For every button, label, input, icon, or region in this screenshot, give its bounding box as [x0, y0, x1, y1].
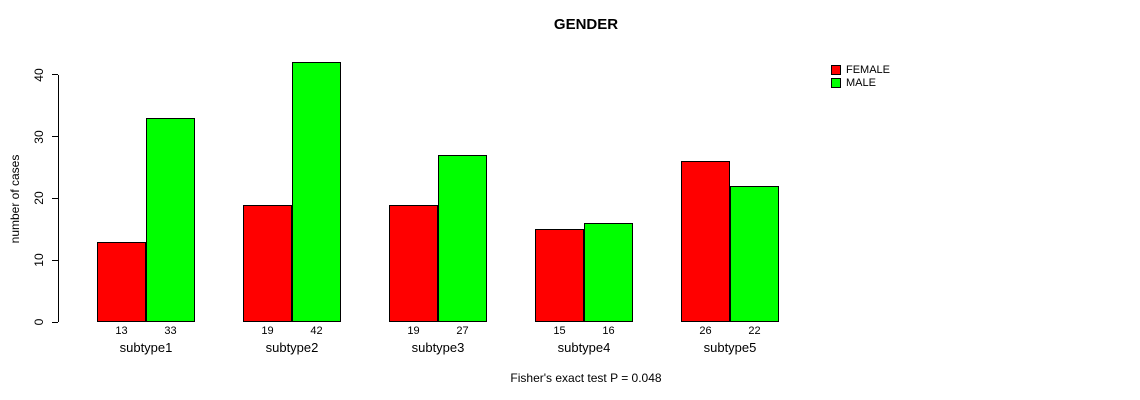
category-label-subtype2: subtype2	[265, 340, 319, 355]
bar-value-label-female-subtype1: 13	[115, 325, 128, 337]
chart-title: GENDER	[553, 16, 619, 33]
category-label-subtype5: subtype5	[703, 340, 757, 355]
y-axis-line	[58, 75, 59, 322]
fisher-test-annotation: Fisher's exact test P = 0.048	[510, 371, 662, 385]
bar-female-subtype4	[535, 229, 584, 322]
bar-male-subtype5	[730, 186, 779, 322]
legend-item-female: FEMALE	[831, 64, 890, 76]
bar-male-subtype2	[292, 62, 341, 322]
y-tick	[52, 321, 58, 323]
y-tick	[52, 197, 58, 199]
bar-female-subtype3	[389, 204, 438, 322]
bar-female-subtype1	[97, 241, 146, 322]
legend: FEMALE MALE	[831, 64, 890, 90]
category-label-subtype1: subtype1	[119, 340, 173, 355]
bar-value-label-female-subtype5: 26	[699, 325, 712, 337]
y-tick-label: 40	[32, 68, 46, 82]
y-tick-label: 20	[32, 191, 46, 206]
y-tick	[52, 136, 58, 138]
bar-value-label-female-subtype3: 19	[407, 325, 420, 337]
bar-value-label-male-subtype1: 33	[164, 325, 177, 337]
bar-value-label-male-subtype5: 22	[748, 325, 761, 337]
legend-label-male: MALE	[846, 77, 876, 89]
bar-value-label-female-subtype4: 15	[553, 325, 566, 337]
y-tick	[52, 259, 58, 261]
y-tick-label: 0	[32, 318, 46, 326]
category-label-subtype4: subtype4	[557, 340, 611, 355]
bar-male-subtype1	[146, 118, 195, 322]
legend-item-male: MALE	[831, 77, 890, 89]
legend-swatch-female	[831, 65, 841, 75]
y-axis-label: number of cases	[8, 154, 22, 244]
y-tick-label: 10	[32, 253, 46, 267]
bar-male-subtype4	[584, 223, 633, 322]
bar-value-label-male-subtype2: 42	[310, 325, 323, 337]
bar-female-subtype5	[681, 161, 730, 322]
bar-value-label-female-subtype2: 19	[261, 325, 274, 337]
bar-female-subtype2	[243, 204, 292, 322]
bar-value-label-male-subtype4: 16	[602, 325, 615, 337]
y-tick-label: 30	[32, 129, 46, 144]
bar-value-label-male-subtype3: 27	[456, 325, 469, 337]
legend-swatch-male	[831, 78, 841, 88]
category-label-subtype3: subtype3	[411, 340, 465, 355]
bar-male-subtype3	[438, 155, 487, 322]
y-tick	[52, 74, 58, 76]
legend-label-female: FEMALE	[846, 64, 891, 76]
